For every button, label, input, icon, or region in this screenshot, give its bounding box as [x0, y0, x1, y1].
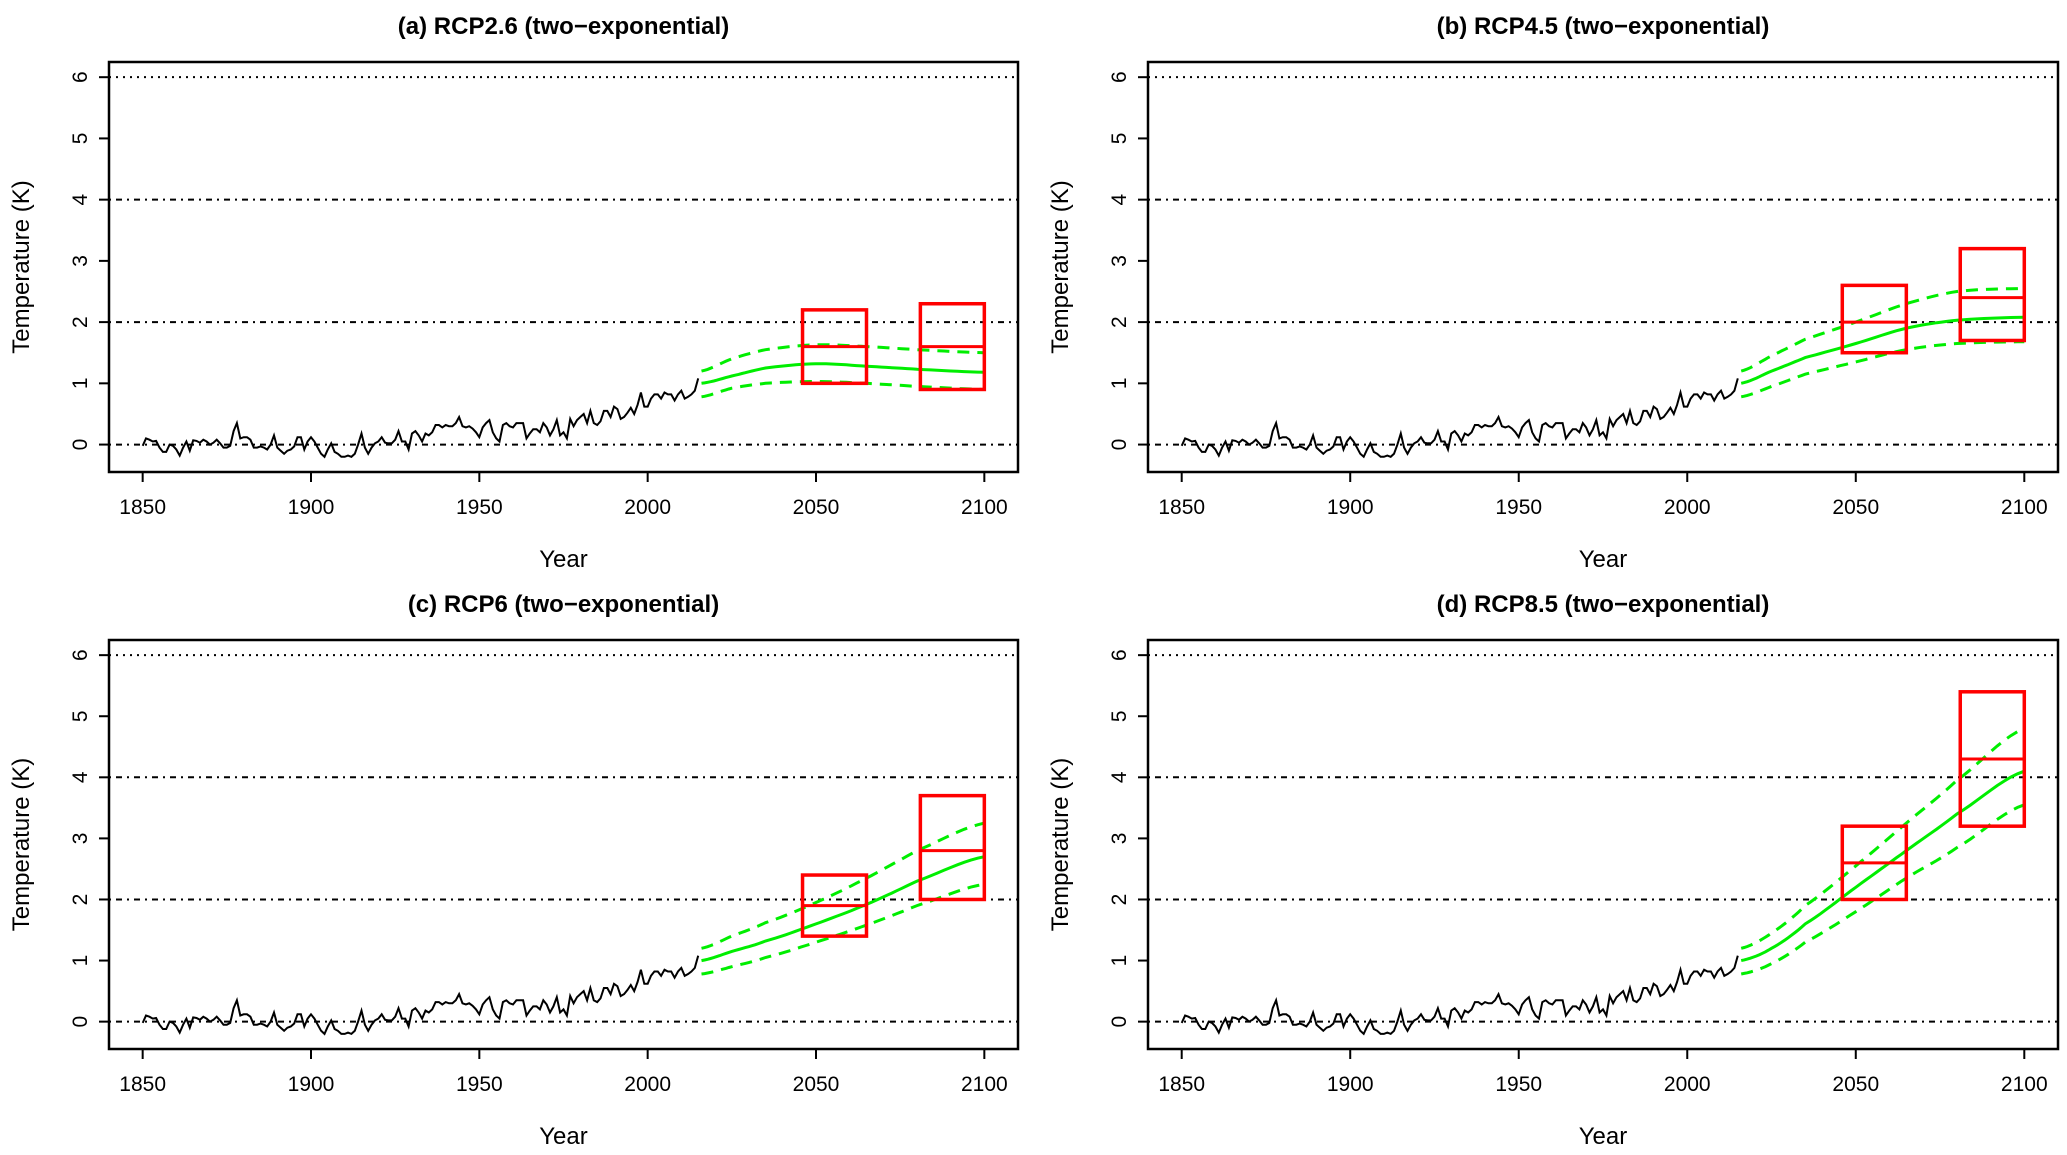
y-tick-label: 4 — [1108, 771, 1131, 783]
y-tick-label: 6 — [69, 649, 92, 661]
y-tick-label: 1 — [69, 377, 92, 389]
panel-1: (b) RCP4.5 (two−exponential) Year Temperat… — [1047, 13, 2060, 573]
projection-upper-line — [701, 343, 985, 373]
x-axis-label: Year — [539, 1123, 588, 1150]
y-tick-label: 3 — [1108, 833, 1131, 845]
x-axis-label: Year — [539, 546, 588, 573]
y-tick-label: 0 — [69, 439, 92, 451]
x-tick-label: 2050 — [1832, 496, 1879, 519]
x-tick-label: 2000 — [624, 496, 671, 519]
y-tick-label: 3 — [69, 833, 92, 845]
y-tick-label: 2 — [1108, 316, 1131, 328]
y-tick-label: 5 — [69, 133, 92, 145]
y-tick-label: 6 — [1108, 649, 1131, 661]
y-tick-label: 6 — [1108, 71, 1131, 83]
y-tick-label: 1 — [1108, 377, 1131, 389]
chart-title: (a) RCP2.6 (two−exponential) — [398, 13, 729, 40]
x-tick-label: 2000 — [624, 1073, 671, 1096]
y-tick-label: 5 — [69, 710, 92, 722]
observed-series-line — [141, 955, 700, 1036]
plot-frame — [1146, 60, 2060, 474]
x-tick-label: 2050 — [793, 1073, 840, 1096]
x-tick-label: 1850 — [119, 496, 166, 519]
y-tick-label: 0 — [1108, 1016, 1131, 1028]
y-tick-label: 3 — [1108, 255, 1131, 267]
projection-upper-line — [1740, 286, 2025, 373]
range-box — [1840, 283, 1909, 355]
observed-series-line — [1180, 378, 1739, 459]
plot-frame — [107, 60, 1020, 474]
chart-title: (c) RCP6 (two−exponential) — [408, 591, 719, 618]
projection-lower-line — [1740, 803, 2025, 976]
observed-series-line — [141, 378, 700, 459]
y-tick-label: 5 — [1108, 133, 1131, 145]
x-tick-label: 2100 — [961, 496, 1008, 519]
x-tick-label: 2100 — [961, 1073, 1008, 1096]
chart-title: (b) RCP4.5 (two−exponential) — [1437, 13, 1770, 40]
x-tick-label: 2000 — [1664, 496, 1711, 519]
x-tick-label: 1900 — [288, 496, 335, 519]
projection-mean-line — [1740, 315, 2025, 385]
plot-frame — [1146, 638, 2060, 1051]
projection-mean-line — [701, 362, 985, 385]
plot-frame — [107, 638, 1020, 1051]
y-tick-label: 2 — [69, 316, 92, 328]
y-tick-label: 1 — [1108, 955, 1131, 967]
x-tick-label: 1900 — [1327, 1073, 1374, 1096]
y-axis-label: Temperature (K) — [1047, 758, 1074, 931]
y-tick-label: 2 — [69, 894, 92, 906]
projection-mean-line — [701, 855, 985, 963]
chart-title: (d) RCP8.5 (two−exponential) — [1437, 591, 1770, 618]
y-tick-label: 5 — [1108, 710, 1131, 722]
y-tick-label: 4 — [1108, 193, 1131, 205]
x-tick-label: 1850 — [1158, 496, 1205, 519]
x-tick-label: 1850 — [1158, 1073, 1205, 1096]
y-tick-label: 4 — [69, 193, 92, 205]
y-axis-label: Temperature (K) — [1047, 180, 1074, 353]
x-tick-label: 1900 — [1327, 496, 1374, 519]
observed-series-line — [1180, 955, 1739, 1036]
panel-2: (c) RCP6 (two−exponential) Year Temperatur… — [8, 591, 1020, 1150]
x-tick-label: 1850 — [119, 1073, 166, 1096]
x-tick-label: 2000 — [1664, 1073, 1711, 1096]
x-tick-label: 1900 — [288, 1073, 335, 1096]
x-tick-label: 2050 — [1832, 1073, 1879, 1096]
panel-3: (d) RCP8.5 (two−exponential) Year Temperat… — [1047, 591, 2060, 1150]
y-tick-label: 2 — [1108, 894, 1131, 906]
x-tick-label: 2050 — [793, 496, 840, 519]
y-tick-label: 4 — [69, 771, 92, 783]
x-tick-label: 2100 — [2001, 496, 2048, 519]
projection-lower-line — [701, 380, 985, 399]
range-box — [918, 793, 987, 902]
y-axis-label: Temperature (K) — [8, 180, 35, 353]
projection-upper-line — [1740, 727, 2025, 950]
y-tick-label: 6 — [69, 71, 92, 83]
x-tick-label: 1950 — [456, 1073, 503, 1096]
projection-lower-line — [701, 882, 985, 976]
range-box — [1958, 246, 2027, 343]
x-tick-label: 2100 — [2001, 1073, 2048, 1096]
x-axis-label: Year — [1579, 546, 1628, 573]
y-tick-label: 0 — [69, 1016, 92, 1028]
x-tick-label: 1950 — [1495, 1073, 1542, 1096]
projection-lower-line — [1740, 340, 2025, 399]
projection-mean-line — [1740, 769, 2025, 963]
projection-upper-line — [701, 821, 985, 950]
panel-0: (a) RCP2.6 (two−exponential) Year Temperat… — [8, 13, 1020, 573]
y-tick-label: 3 — [69, 255, 92, 267]
y-axis-label: Temperature (K) — [8, 758, 35, 931]
x-tick-label: 1950 — [456, 496, 503, 519]
x-axis-label: Year — [1579, 1123, 1628, 1150]
x-tick-label: 1950 — [1495, 496, 1542, 519]
y-tick-label: 0 — [1108, 439, 1131, 451]
y-tick-label: 1 — [69, 955, 92, 967]
